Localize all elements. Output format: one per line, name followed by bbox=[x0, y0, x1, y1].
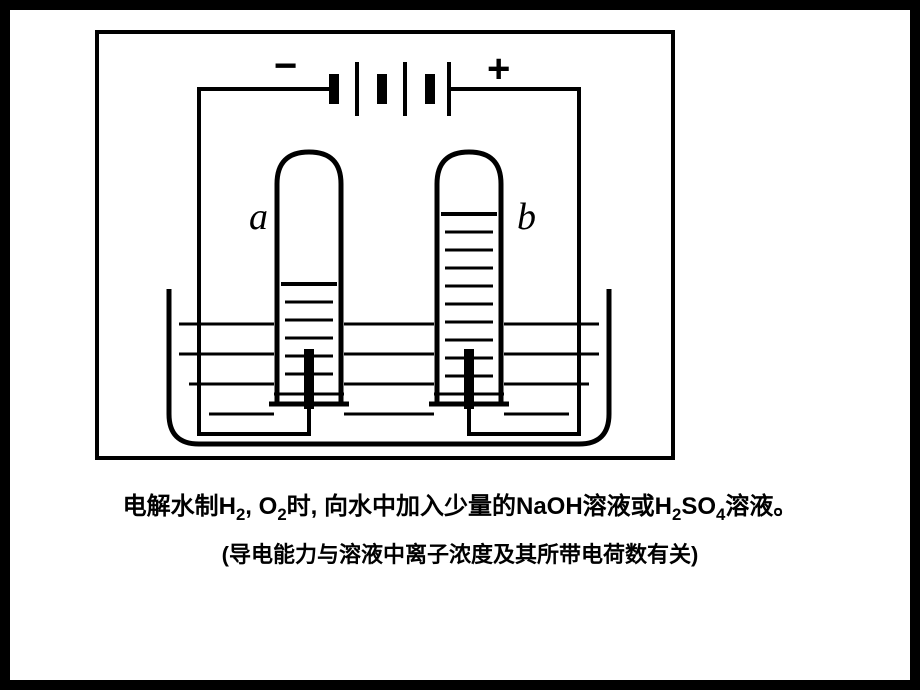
slide-container: a b bbox=[10, 10, 910, 680]
vessel-outline bbox=[169, 289, 609, 444]
wiring bbox=[199, 89, 579, 434]
caption: 电解水制H2, O2时, 向水中加入少量的NaOH溶液或H2SO4溶液。 (导电… bbox=[123, 485, 798, 575]
tube-b bbox=[429, 152, 509, 409]
caption-sub: 4 bbox=[716, 505, 725, 524]
caption-text: 时, 向水中加入少量的NaOH溶液或H bbox=[287, 493, 672, 520]
diagram-svg: a b bbox=[99, 34, 679, 464]
caption-sub: 2 bbox=[277, 505, 286, 524]
caption-text: SO bbox=[681, 493, 716, 520]
vessel-water-lines bbox=[179, 324, 599, 414]
caption-sub: 2 bbox=[672, 505, 681, 524]
battery bbox=[304, 62, 474, 116]
label-b: b bbox=[517, 196, 536, 238]
caption-text: 溶液。 bbox=[725, 493, 797, 520]
electrode-a bbox=[304, 349, 314, 409]
caption-text: 电解水制H bbox=[123, 493, 236, 520]
label-a: a bbox=[249, 196, 268, 238]
caption-line-2: (导电能力与溶液中离子浓度及其所带电荷数有关) bbox=[123, 535, 798, 575]
tube-a bbox=[269, 152, 349, 409]
caption-sub: 2 bbox=[236, 505, 245, 524]
neg-sign: − bbox=[274, 44, 297, 88]
caption-text: , O bbox=[245, 493, 277, 520]
electrolysis-diagram: a b bbox=[95, 30, 675, 460]
pos-sign: + bbox=[487, 47, 510, 91]
electrode-b bbox=[464, 349, 474, 409]
caption-line-1: 电解水制H2, O2时, 向水中加入少量的NaOH溶液或H2SO4溶液。 bbox=[123, 485, 798, 530]
